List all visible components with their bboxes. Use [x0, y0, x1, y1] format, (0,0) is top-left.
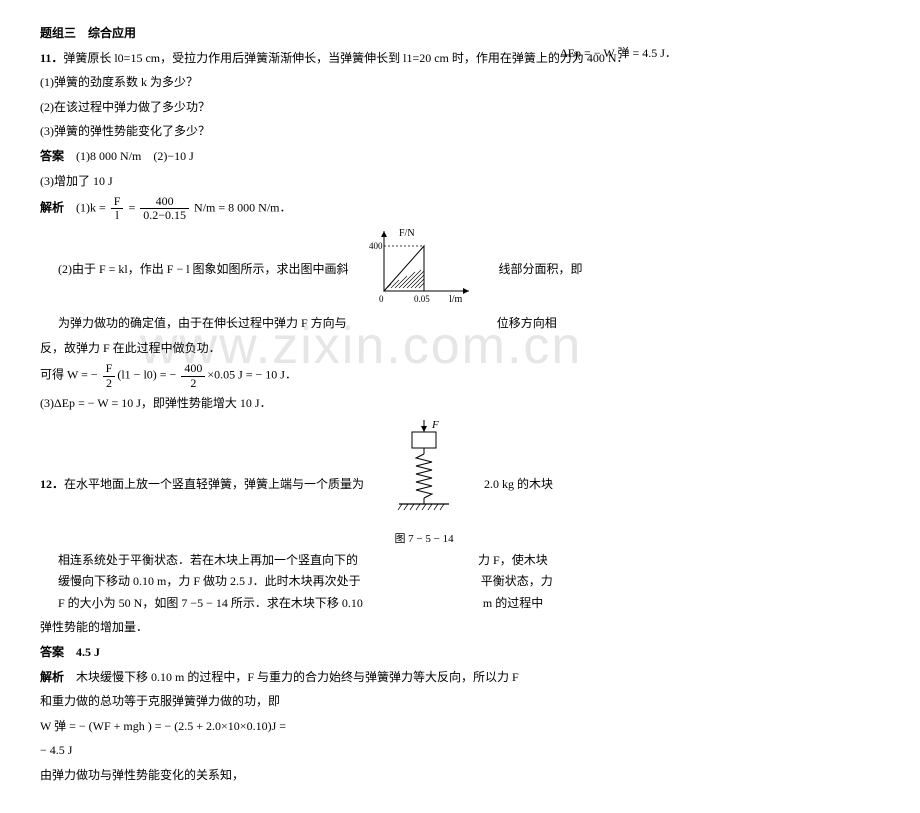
q11-sub2: (2)在该过程中弹力做了多少功？ — [40, 97, 880, 119]
q11-stem: 11．弹簧原长 l0=15 cm，受拉力作用后弹簧渐渐伸长，当弹簧伸长到 l1=… — [40, 48, 880, 70]
frac-num: 400 — [181, 362, 205, 376]
chart-xtick1: 0 — [379, 294, 384, 304]
q12-l2: 相连系统处于平衡状态．若在木块上再加一个竖直向下的 力 F，使木块 — [58, 550, 880, 572]
frac-den: 2 — [181, 377, 205, 390]
frac-den: l — [111, 209, 124, 222]
q11-jiexi2d-post: ×0.05 J = − 10 J． — [207, 368, 297, 382]
q12-l4: F 的大小为 50 N，如图 7 −5 − 14 所示．求在木块下移 0.10 … — [58, 593, 880, 615]
q12-j5: 由弹力做功与弹性势能变化的关系知， — [40, 765, 880, 787]
answer-label: 答案 — [40, 149, 64, 163]
q12-l3b: 平衡状态，力 — [481, 571, 553, 593]
q11-jiexi1-post: N/m = 8 000 N/m． — [191, 201, 291, 215]
chart-xtick2: 0.05 — [414, 294, 430, 304]
force-chart: F/N 400 0 0.05 l/m — [369, 226, 479, 314]
q11-jiexi2c: 反，故弹力 F 在此过程中做负功． — [40, 338, 880, 360]
page-content: ΔEp = − W 弹 = 4.5 J． 题组三 综合应用 11．弹簧原长 l0… — [40, 23, 880, 787]
q11-jiexi2d-mid1: (l1 − l0) = − — [117, 368, 179, 382]
q12-j3: W 弹 = − (WF + mgh ) = − (2.5 + 2.0×10×0.… — [40, 716, 880, 738]
answer-label: 答案 — [40, 645, 64, 659]
frac-num: 400 — [140, 195, 189, 209]
q12-l1b: 2.0 kg 的木块 — [484, 474, 553, 496]
fig-caption: 图 7 − 5 − 14 — [384, 530, 464, 550]
q11-ans1: (1)8 000 N/m (2)−10 J — [76, 149, 194, 163]
q11-jiexi2a-tail: 线部分面积，即 — [499, 259, 583, 281]
frac-den: 0.2−0.15 — [140, 209, 189, 222]
q11-jiexi2b-tail: 位移方向相 — [497, 313, 557, 335]
q12-l2a: 相连系统处于平衡状态．若在木块上再加一个竖直向下的 — [58, 550, 358, 572]
question-11: 11．弹簧原长 l0=15 cm，受拉力作用后弹簧渐渐伸长，当弹簧伸长到 l1=… — [40, 48, 880, 415]
frac-num: F — [111, 195, 124, 209]
q12-number: 12． — [40, 474, 64, 496]
q12-jiexi: 解析 木块缓慢下移 0.10 m 的过程中，F 与重力的合力始终与弹簧弹力等大反… — [40, 667, 880, 689]
q11-jiexi2a: (2)由于 F = kl，作出 F − l 图象如图所示，求出图中画斜 — [58, 259, 349, 281]
q11-stem-text: 弹簧原长 l0=15 cm，受拉力作用后弹簧渐渐伸长，当弹簧伸长到 l1=20 … — [63, 51, 628, 65]
top-right-formula: ΔEp = − W 弹 = 4.5 J． — [560, 43, 677, 65]
q11-jiexi2d: 可得 W = − F2(l1 − l0) = − 4002×0.05 J = −… — [40, 362, 880, 389]
q11-jiexi1-mid: = — [125, 201, 138, 215]
q12-l4a: F 的大小为 50 N，如图 7 −5 − 14 所示．求在木块下移 0.10 — [58, 593, 363, 615]
frac-den: 2 — [103, 377, 116, 390]
spring-flabel: F — [431, 420, 439, 431]
jiexi-label: 解析 — [40, 670, 64, 684]
question-12: 12． 在水平地面上放一个竖直轻弹簧，弹簧上端与一个质量为 F — [40, 420, 880, 786]
q11-jiexi3: (3)ΔEp = − W = 10 J，即弹性势能增大 10 J． — [40, 393, 880, 415]
fraction: 4002 — [181, 362, 205, 389]
q12-ans: 4.5 J — [76, 645, 100, 659]
fraction: 4000.2−0.15 — [140, 195, 189, 222]
chart-ylabel: F/N — [399, 228, 415, 239]
q12-j4: − 4.5 J — [40, 740, 880, 762]
q12-l5: 弹性势能的增加量． — [40, 617, 880, 639]
group-title: 题组三 综合应用 — [40, 23, 880, 45]
q11-jiexi2d-pre: 可得 W = − — [40, 368, 101, 382]
q11-sub1: (1)弹簧的劲度系数 k 为多少？ — [40, 72, 880, 94]
jiexi-label: 解析 — [40, 201, 64, 215]
q11-jiexi2-row1: (2)由于 F = kl，作出 F − l 图象如图所示，求出图中画斜 — [58, 226, 880, 314]
q11-ans2: (3)增加了 10 J — [40, 171, 880, 193]
q11-jiexi2b: 为弹力做功的确定值，由于在伸长过程中弹力 F 方向与 — [58, 313, 347, 335]
q11-jiexi1-pre: (1)k = — [76, 201, 109, 215]
fraction: Fl — [111, 195, 124, 222]
spring-diagram: F 图 7 − 5 − 14 — [384, 420, 464, 549]
chart-ymax: 400 — [369, 241, 383, 251]
q12-l1: 12． 在水平地面上放一个竖直轻弹簧，弹簧上端与一个质量为 F — [40, 420, 880, 549]
q12-l3a: 缓慢向下移动 0.10 m，力 F 做功 2.5 J．此时木块再次处于 — [58, 571, 361, 593]
q11-jiexi1: 解析 (1)k = Fl = 4000.2−0.15 N/m = 8 000 N… — [40, 195, 880, 222]
q12-l1a: 在水平地面上放一个竖直轻弹簧，弹簧上端与一个质量为 — [64, 474, 364, 496]
q11-number: 11． — [40, 51, 63, 65]
q11-sub3: (3)弹簧的弹性势能变化了多少？ — [40, 121, 880, 143]
q12-l4b: m 的过程中 — [483, 593, 543, 615]
q12-answer: 答案 4.5 J — [40, 642, 880, 664]
fraction: F2 — [103, 362, 116, 389]
q12-l3: 缓慢向下移动 0.10 m，力 F 做功 2.5 J．此时木块再次处于 平衡状态… — [58, 571, 880, 593]
q12-j1: 木块缓慢下移 0.10 m 的过程中，F 与重力的合力始终与弹簧弹力等大反向，所… — [76, 670, 519, 684]
q11-jiexi2-row2: 为弹力做功的确定值，由于在伸长过程中弹力 F 方向与 位移方向相 — [58, 313, 880, 335]
frac-num: F — [103, 362, 116, 376]
chart-xlabel: l/m — [449, 294, 463, 305]
q12-j2: 和重力做的总功等于克服弹簧弹力做的功，即 — [40, 691, 880, 713]
q11-answer: 答案 (1)8 000 N/m (2)−10 J — [40, 146, 880, 168]
q12-l2b: 力 F，使木块 — [478, 550, 548, 572]
